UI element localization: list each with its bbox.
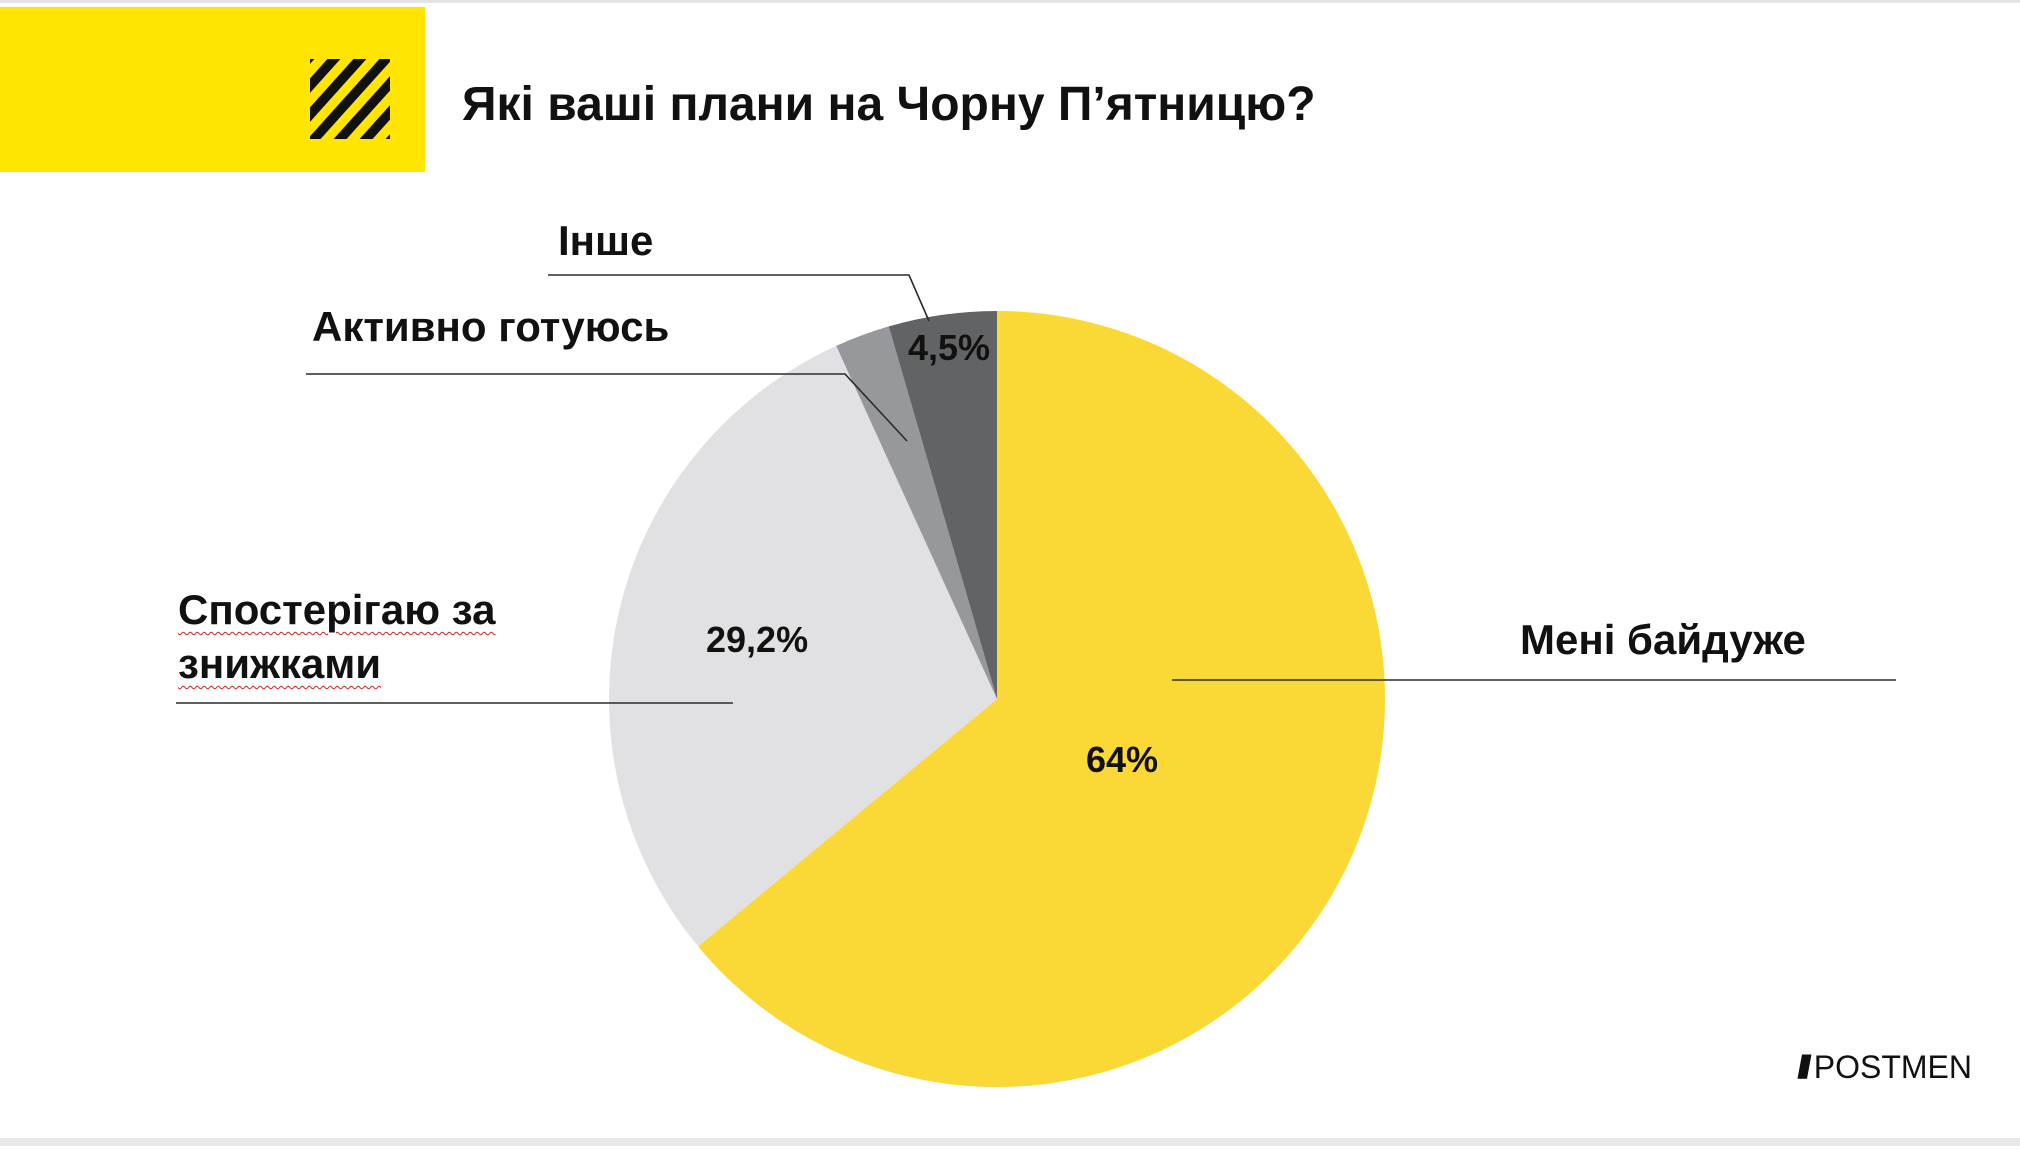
label-watching-discounts-text: Спостерігаю за знижками bbox=[178, 586, 496, 687]
label-dont-care: Мені байдуже bbox=[1520, 616, 1806, 663]
slice-dont-care bbox=[698, 311, 1386, 1087]
postmen-logo-stripes-icon: /// bbox=[1797, 1049, 1811, 1085]
leader-line-actively-preparing bbox=[306, 373, 908, 442]
page-title: Які ваші плани на Чорну П’ятницю? bbox=[462, 78, 1316, 131]
leader-line-other bbox=[548, 274, 930, 322]
value-label-other: 4,5% bbox=[908, 327, 991, 368]
label-other: Інше bbox=[558, 217, 654, 264]
slice-actively-preparing bbox=[836, 326, 997, 699]
label-watching-discounts: Спостерігаю за знижками bbox=[178, 583, 578, 691]
value-label-watching-discounts: 29,2% bbox=[706, 619, 809, 660]
pie-chart bbox=[176, 59, 1896, 1087]
postmen-logo-text: POSTMEN bbox=[1813, 1049, 1972, 1085]
slice-other bbox=[888, 311, 997, 699]
stripes-logo-icon bbox=[310, 59, 390, 139]
slice-watching-discounts bbox=[609, 345, 997, 947]
value-label-dont-care: 64% bbox=[1086, 739, 1159, 780]
label-actively-preparing: Активно готуюсь bbox=[312, 303, 670, 350]
postmen-logo: ///POSTMEN bbox=[1797, 1049, 1972, 1086]
